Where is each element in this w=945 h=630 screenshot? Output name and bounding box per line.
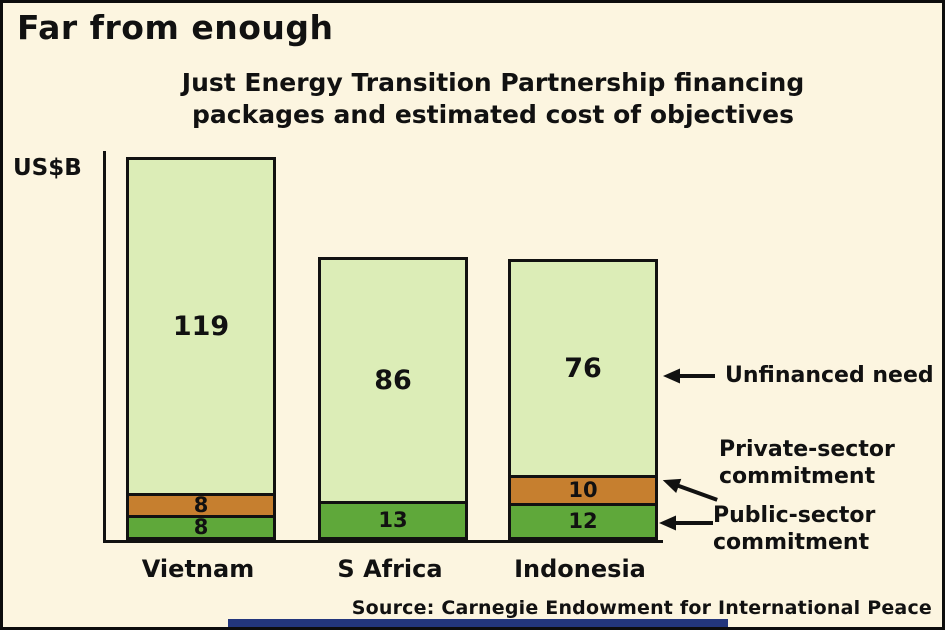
bar-s-africa: 86 13 [318,257,468,540]
footer-accent-bar [228,619,728,627]
chart-subtitle-line2: packages and estimated cost of objective… [192,100,794,129]
bar-indonesia: 76 10 12 [508,259,658,540]
bar-segment-public: 13 [321,501,465,537]
bar-value-label: 13 [378,508,408,532]
bar-value-label: 10 [568,478,598,502]
chart-subtitle-line1: Just Energy Transition Partnership finan… [181,68,805,97]
chart-plot-area: 119 8 8 86 13 76 10 12 [103,151,663,543]
chart-subtitle: Just Energy Transition Partnership finan… [103,67,883,131]
bar-segment-unfinanced: 119 [129,160,273,493]
annotation-public-label: Public-sector commitment [713,503,876,555]
annotation-unfinanced-label: Unfinanced need [725,363,934,388]
bar-segment-private: 8 [129,493,273,517]
left-arrow-icon [659,515,713,531]
bar-segment-public: 12 [511,503,655,537]
page-title: Far from enough [17,8,334,47]
bar-value-label: 12 [568,509,598,533]
y-axis-unit-label: US$B [13,155,82,181]
bar-segment-private: 10 [511,475,655,503]
bar-segment-public: 8 [129,515,273,539]
bar-value-label: 8 [193,493,209,517]
left-arrow-icon [663,368,715,384]
bar-value-label: 76 [564,353,602,384]
bar-vietnam: 119 8 8 [126,157,276,540]
x-axis-label-indonesia: Indonesia [514,555,646,583]
x-axis-label-s-africa: S Africa [337,555,443,583]
source-credit: Source: Carnegie Endowment for Internati… [351,597,932,619]
annotation-private-label: Private-sector commitment [719,437,895,489]
bar-segment-unfinanced: 76 [511,262,655,475]
annotation-unfinanced-need: Unfinanced need [663,363,934,390]
bar-segment-unfinanced: 86 [321,260,465,501]
left-down-arrow-icon [662,478,718,502]
bar-value-label: 119 [172,311,230,342]
x-axis-label-vietnam: Vietnam [141,555,255,583]
bar-value-label: 8 [193,515,209,539]
bar-value-label: 86 [374,365,412,396]
